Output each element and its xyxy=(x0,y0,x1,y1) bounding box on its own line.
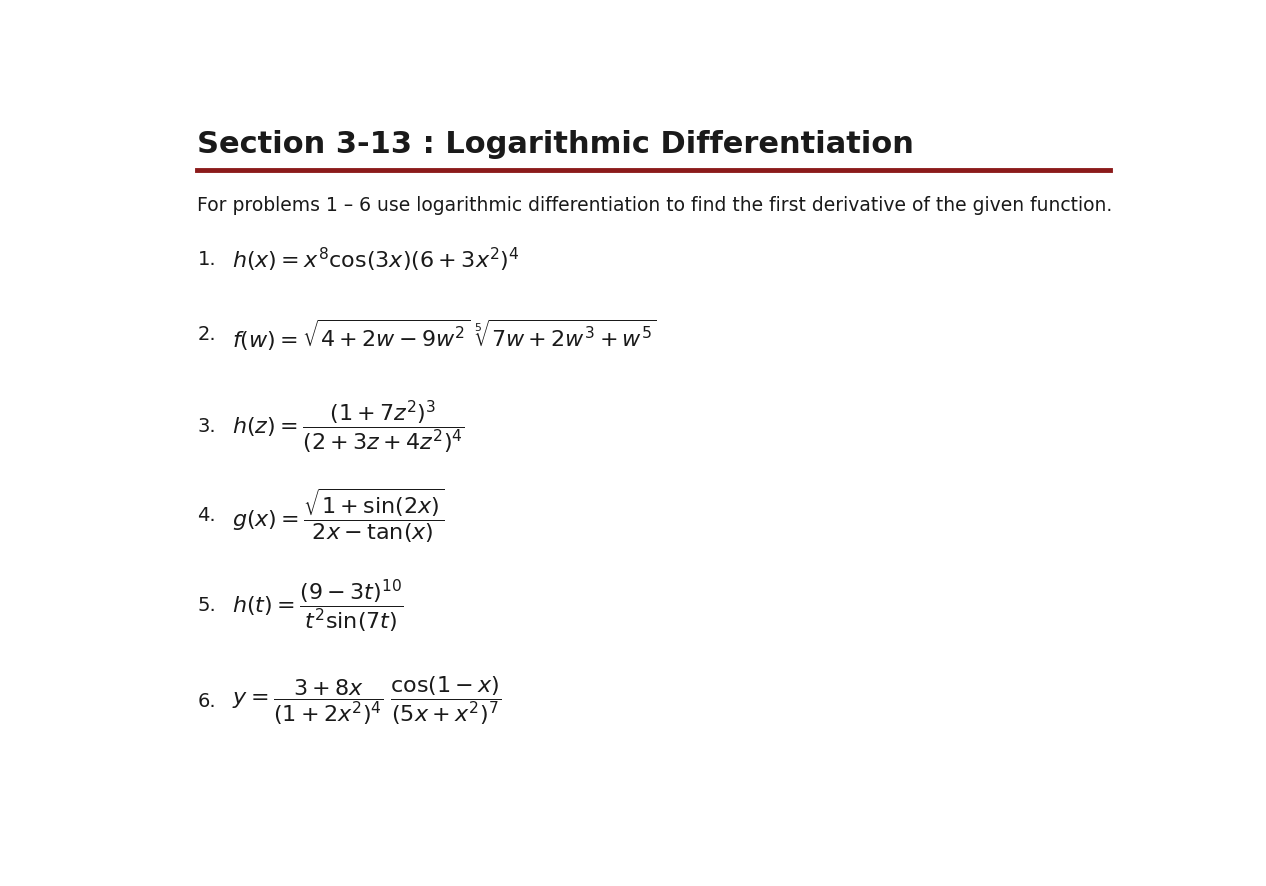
Text: $y= \dfrac{3+8x}{\left(1+2x^{2}\right)^{4}}\; \dfrac{\cos(1-x)}{\left(5x+x^{2}\r: $y= \dfrac{3+8x}{\left(1+2x^{2}\right)^{… xyxy=(232,675,501,727)
Text: For problems 1 – 6 use logarithmic differentiation to find the first derivative : For problems 1 – 6 use logarithmic diffe… xyxy=(197,197,1113,215)
Text: Section 3-13 : Logarithmic Differentiation: Section 3-13 : Logarithmic Differentiati… xyxy=(197,130,914,159)
Text: 5.: 5. xyxy=(197,596,216,615)
Text: 3.: 3. xyxy=(197,417,216,437)
Text: $f(w)= \sqrt{4+2w-9w^{2}}\; \sqrt[5]{7w+2w^{3}+w^{5}}$: $f(w)= \sqrt{4+2w-9w^{2}}\; \sqrt[5]{7w+… xyxy=(232,317,656,353)
Text: 2.: 2. xyxy=(197,325,216,345)
Text: $h(x)= x^{8}\cos(3x)\left(6+3x^{2}\right)^{4}$: $h(x)= x^{8}\cos(3x)\left(6+3x^{2}\right… xyxy=(232,245,519,274)
Text: $g(x)= \dfrac{\sqrt{1+\sin(2x)}}{2x-\tan(x)}$: $g(x)= \dfrac{\sqrt{1+\sin(2x)}}{2x-\tan… xyxy=(232,486,444,545)
Text: 4.: 4. xyxy=(197,506,216,525)
Text: 1.: 1. xyxy=(197,251,216,269)
Text: 6.: 6. xyxy=(197,692,216,711)
Text: $h(z)= \dfrac{\left(1+7z^{2}\right)^{3}}{\left(2+3z+4z^{2}\right)^{4}}$: $h(z)= \dfrac{\left(1+7z^{2}\right)^{3}}… xyxy=(232,398,465,455)
Text: $h(t)= \dfrac{\left(9-3t\right)^{10}}{t^{2}\sin(7t)}$: $h(t)= \dfrac{\left(9-3t\right)^{10}}{t^… xyxy=(232,577,404,634)
